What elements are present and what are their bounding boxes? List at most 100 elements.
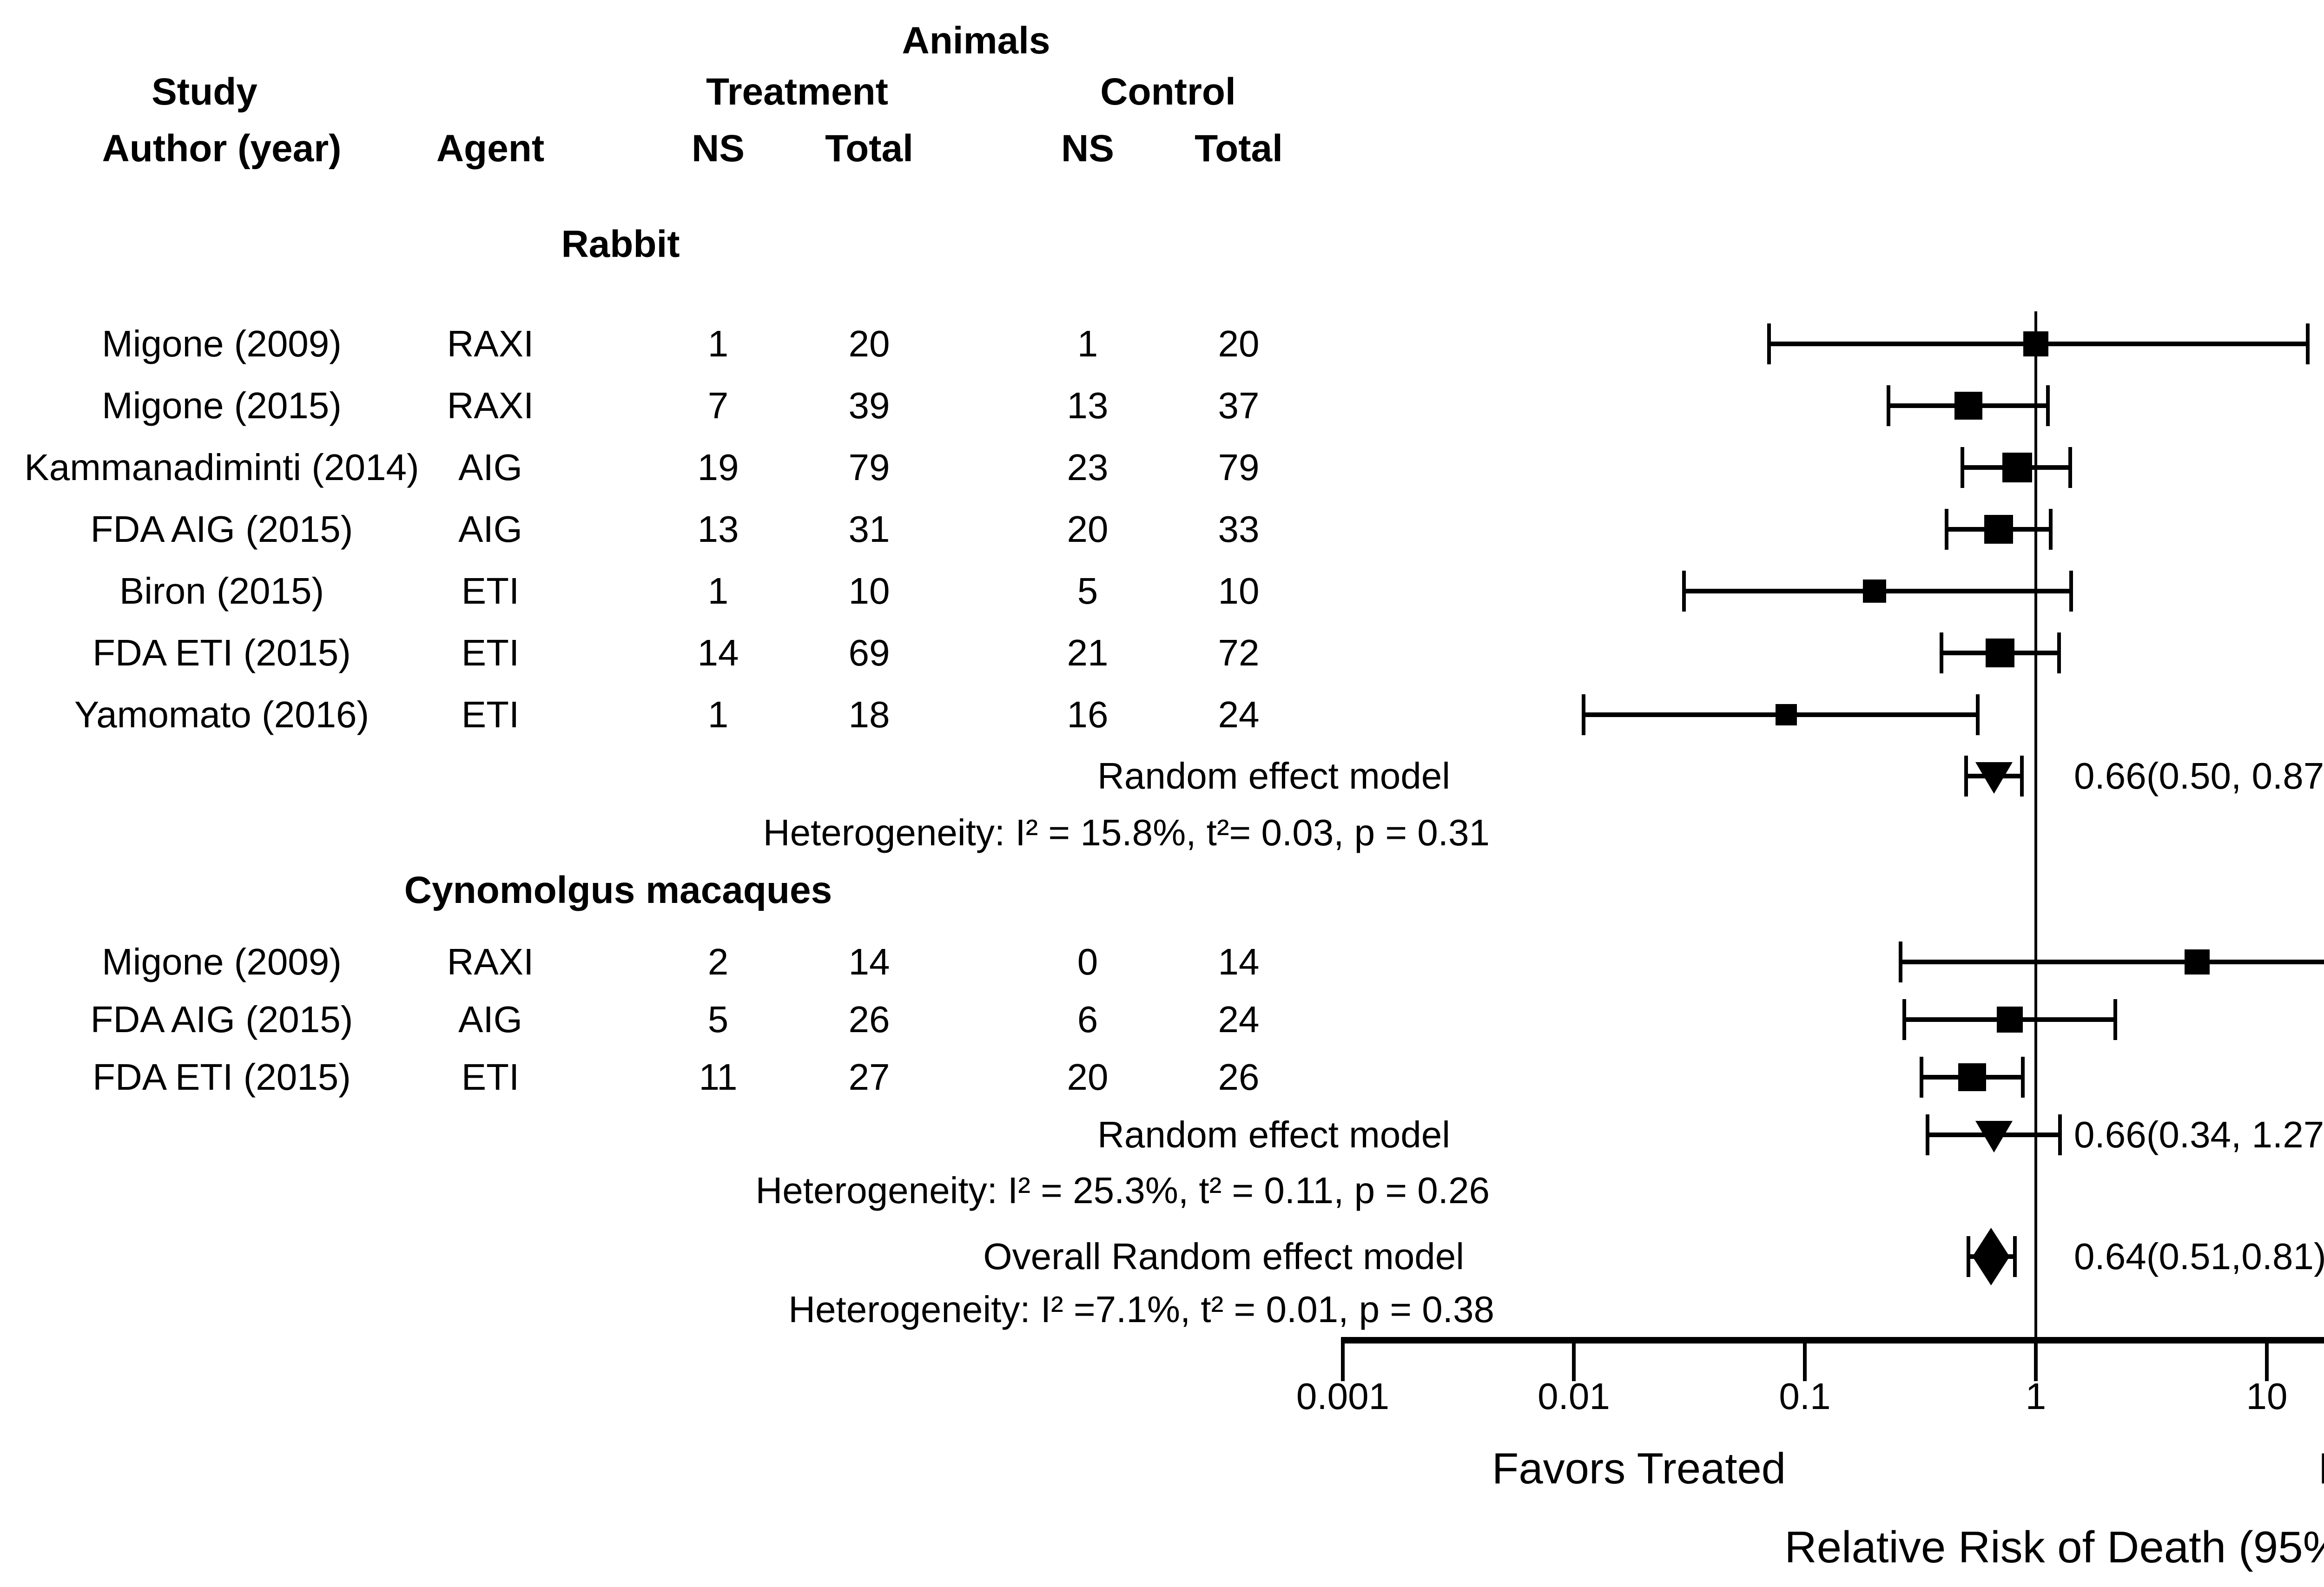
treat-ns-cell: 1 — [707, 323, 729, 364]
ctrl-ns-cell: 1 — [1077, 323, 1098, 364]
ci-cap-high — [2068, 447, 2073, 488]
agent-cell: AIG — [458, 999, 522, 1040]
author-cell: Biron (2015) — [119, 570, 324, 612]
agent-cell: ETI — [461, 632, 520, 673]
axis-tick — [1572, 1340, 1576, 1381]
ctrl-total-cell: 14 — [1218, 941, 1260, 982]
ci-cap-high — [2021, 1057, 2025, 1098]
agent-cell: AIG — [458, 447, 522, 488]
header-study: Study — [152, 71, 257, 113]
ctrl-ns-cell: 23 — [1067, 447, 1109, 488]
treat-ns-cell: 1 — [707, 694, 729, 735]
favors-control-label: Favors Control — [2318, 1443, 2324, 1494]
point-estimate-square — [1775, 704, 1797, 725]
point-estimate-square — [2023, 331, 2048, 356]
ci-cap-high — [1975, 694, 1980, 735]
agent-cell: ETI — [461, 1056, 520, 1098]
axis-tick — [1341, 1340, 1345, 1381]
header-total-control: Total — [1195, 127, 1283, 170]
header-treatment: Treatment — [706, 71, 888, 113]
ctrl-ns-cell: 6 — [1077, 999, 1098, 1040]
ctrl-total-cell: 10 — [1218, 570, 1260, 612]
summary-label: Random effect model — [1097, 1114, 1450, 1155]
agent-cell: RAXI — [447, 323, 534, 364]
author-cell: FDA AIG (2015) — [90, 508, 353, 550]
overall-heterogeneity-text: Heterogeneity: I² =7.1%, t² = 0.01, p = … — [788, 1289, 1494, 1330]
treat-total-cell: 26 — [848, 999, 890, 1040]
ci-cap-low — [1902, 999, 1907, 1040]
ci-cap-high — [2305, 323, 2310, 364]
point-estimate-square — [1954, 392, 1982, 420]
treat-ns-cell: 2 — [707, 941, 729, 982]
header-ns-treatment: NS — [692, 127, 745, 170]
author-cell: Migone (2015) — [102, 385, 342, 426]
ci-cap-low — [1944, 509, 1948, 550]
treat-total-cell: 69 — [848, 632, 890, 673]
summary-label: Random effect model — [1097, 755, 1450, 797]
ctrl-ns-cell: 21 — [1067, 632, 1109, 673]
x-axis-line — [1341, 1337, 2324, 1343]
author-cell: FDA AIG (2015) — [90, 999, 353, 1040]
ci-cap-low — [1920, 1057, 1924, 1098]
ci-cap-high — [2113, 999, 2118, 1040]
section-header-cynomolgus: Cynomolgus macaques — [404, 869, 832, 911]
author-cell: Yamomato (2016) — [74, 694, 370, 735]
summary-estimate-text: 0.66(0.50, 0.87) — [2074, 755, 2324, 797]
point-estimate-square — [1984, 515, 2013, 544]
agent-cell: AIG — [458, 508, 522, 550]
treat-ns-cell: 14 — [697, 632, 739, 673]
ctrl-total-cell: 72 — [1218, 632, 1260, 673]
ctrl-total-cell: 26 — [1218, 1056, 1260, 1098]
ci-cap-low — [1964, 756, 1968, 797]
summary-triangle — [1975, 762, 2013, 794]
ci-cap-low — [1939, 632, 1943, 673]
favors-treated-label: Favors Treated — [1492, 1444, 1786, 1493]
ctrl-total-cell: 33 — [1218, 508, 1260, 550]
treat-total-cell: 27 — [848, 1056, 890, 1098]
ci-cap-low — [1960, 447, 1964, 488]
axis-tick — [2265, 1340, 2269, 1381]
ctrl-ns-cell: 16 — [1067, 694, 1109, 735]
ci-cap-high — [2057, 632, 2061, 673]
agent-cell: ETI — [461, 570, 520, 612]
treat-ns-cell: 7 — [707, 385, 729, 426]
treat-total-cell: 20 — [848, 323, 890, 364]
ci-cap-low — [1767, 323, 1771, 364]
header-control: Control — [1100, 71, 1236, 113]
heterogeneity-text: Heterogeneity: I² = 25.3%, t² = 0.11, p … — [755, 1170, 1490, 1211]
header-author-year: Author (year) — [102, 127, 342, 170]
treat-total-cell: 14 — [848, 941, 890, 982]
agent-cell: ETI — [461, 694, 520, 735]
axis-tick — [1803, 1340, 1807, 1381]
agent-cell: RAXI — [447, 941, 534, 982]
treat-total-cell: 31 — [848, 508, 890, 550]
treat-ns-cell: 19 — [697, 447, 739, 488]
treat-total-cell: 39 — [848, 385, 890, 426]
summary-estimate-text: 0.66(0.34, 1.27) — [2074, 1114, 2324, 1155]
ctrl-total-cell: 24 — [1218, 999, 1260, 1040]
author-cell: FDA ETI (2015) — [92, 1056, 351, 1098]
header-agent: Agent — [436, 127, 545, 170]
axis-tick-label: 10 — [2246, 1376, 2288, 1417]
reference-line-rr1 — [2034, 311, 2037, 1340]
ci-cap-low — [1682, 571, 1686, 612]
agent-cell: RAXI — [447, 385, 534, 426]
point-estimate-square — [1996, 1007, 2023, 1033]
ci-cap-low — [1581, 694, 1585, 735]
treat-ns-cell: 11 — [699, 1056, 738, 1098]
ci-cap-high — [2013, 1236, 2017, 1277]
ctrl-ns-cell: 20 — [1067, 508, 1109, 550]
ci-cap-low — [1926, 1114, 1930, 1155]
ctrl-ns-cell: 13 — [1067, 385, 1109, 426]
treat-ns-cell: 1 — [707, 570, 729, 612]
summary-triangle — [1975, 1121, 2013, 1152]
point-estimate-square — [1958, 1063, 1986, 1091]
heterogeneity-text: Heterogeneity: I² = 15.8%, t²= 0.03, p =… — [763, 812, 1490, 853]
overall-estimate-text: 0.64(0.51,0.81) — [2074, 1236, 2324, 1277]
ctrl-ns-cell: 5 — [1077, 570, 1098, 612]
ci-cap-low — [1886, 385, 1890, 426]
ci-cap-high — [2020, 756, 2024, 797]
header-animals: Animals — [902, 20, 1050, 62]
author-cell: Migone (2009) — [102, 941, 342, 982]
